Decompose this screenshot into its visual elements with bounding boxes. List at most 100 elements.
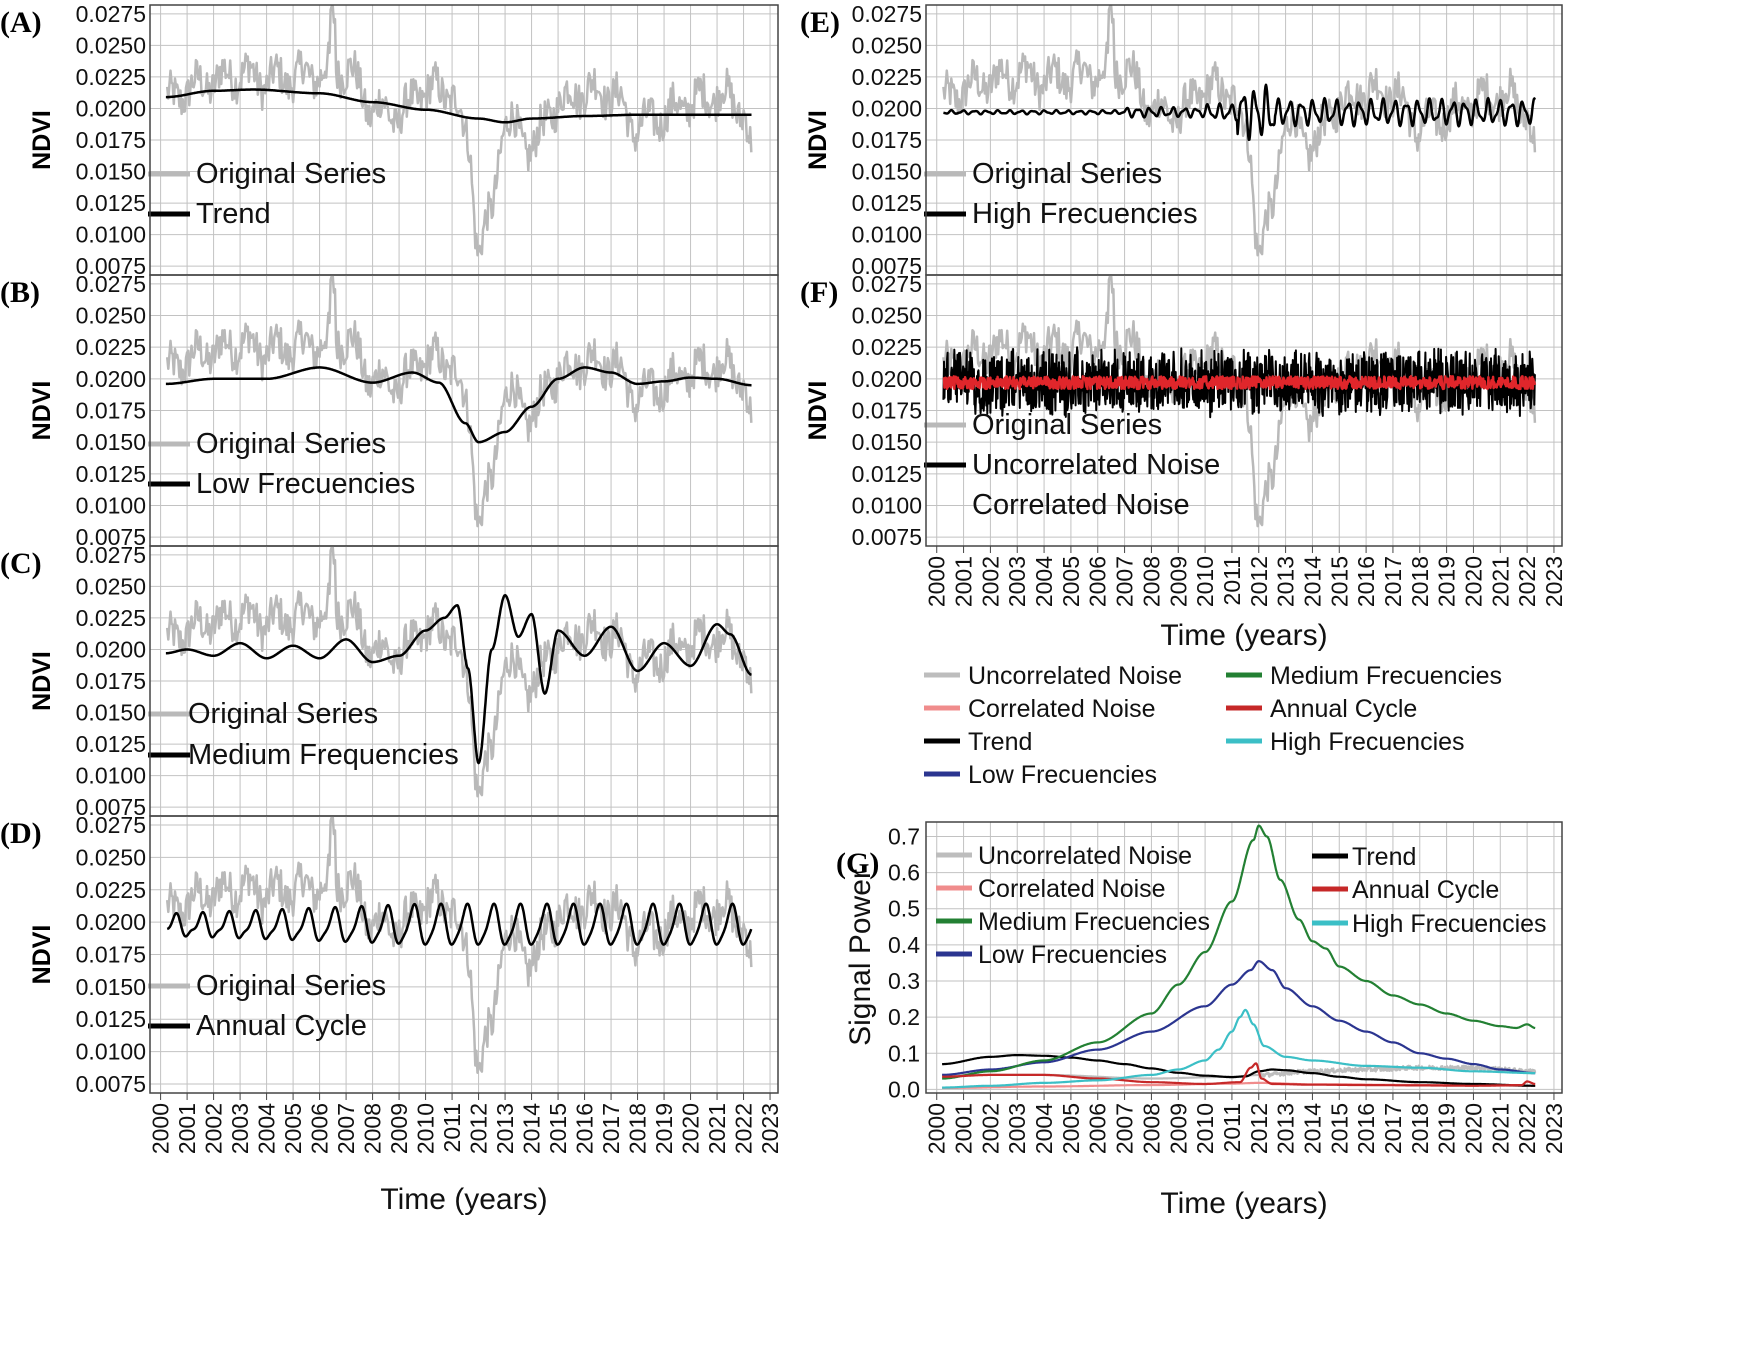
legend-label: Medium Frecuencies [978, 908, 1210, 936]
y-tick-label: 0.0150 [852, 429, 922, 455]
plot-frame [925, 274, 1563, 547]
panel-F: 0.0275 0.0250 0.0225 0.0200 0.0175 0.0150 0.01… [800, 271, 1563, 550]
y-tick-label: 0.1 [888, 1040, 920, 1066]
component-line [165, 88, 753, 124]
y-tick-label: 0.0200 [852, 366, 922, 392]
x-tick-label: 2022 [731, 1103, 757, 1154]
x-axis-label: Time (years) [1160, 1187, 1327, 1220]
x-tick-label: 2023 [757, 1103, 783, 1154]
x-tick-label: 2006 [307, 1103, 333, 1154]
x-tick-label: 2010 [413, 1103, 439, 1154]
y-tick-label: 0.0225 [76, 605, 146, 631]
series-group [942, 5, 1537, 257]
y-tick-label: 0.0 [888, 1076, 920, 1102]
legend-label: High Frecuencies [972, 198, 1198, 230]
original-series-line [165, 5, 753, 257]
x-tick-label: 2022 [1514, 556, 1540, 607]
x-tick-label: 2008 [1138, 556, 1164, 607]
x-axis-label: Time (years) [1160, 619, 1327, 652]
y-tick-label: 0.0125 [76, 731, 146, 757]
legend-label: Original Series [972, 409, 1162, 441]
grid [926, 275, 1562, 546]
x-tick-label: 2008 [1138, 1103, 1164, 1154]
panel-C: 0.0275 0.0250 0.0225 0.0200 0.0175 0.0150 0.01… [0, 542, 779, 820]
x-tick-label: 2002 [977, 1103, 1003, 1154]
y-axis-label: Signal Power [844, 869, 877, 1046]
y-tick-label: 0.0150 [76, 700, 146, 726]
y-tick-label: 0.0150 [852, 159, 922, 185]
x-tick-label: 2016 [1353, 556, 1379, 607]
y-tick-label: 0.4 [888, 932, 920, 958]
series-group [942, 275, 1537, 528]
grid [150, 546, 778, 816]
legend-label: Trend [1352, 843, 1416, 871]
x-tick-label: 2012 [466, 1103, 492, 1154]
x-tick-label: 2007 [1112, 556, 1138, 607]
y-tick-label: 0.0250 [76, 573, 146, 599]
x-tick-label: 2015 [1326, 1103, 1352, 1154]
x-tick-label: 2017 [1380, 1103, 1406, 1154]
component-line [165, 593, 753, 765]
legend-label: Trend [196, 198, 271, 230]
x-tick-label: 2019 [1434, 556, 1460, 607]
y-axis-label: NDVI [28, 925, 56, 985]
x-tick-label: 2014 [519, 1103, 545, 1154]
x-tick-label: 2015 [545, 1103, 571, 1154]
legend-label: Uncorrelated Noise [968, 662, 1182, 690]
x-tick-label: 2006 [1085, 556, 1111, 607]
panel-B: 0.0275 0.0250 0.0225 0.0200 0.0175 0.0150 0.01… [0, 271, 779, 550]
x-axis: 2000 2001 2002 2003 2004 2005 2006 2007 2008 2009… [924, 1093, 1567, 1220]
y-tick-label: 0.0225 [852, 334, 922, 360]
x-tick-label: 2004 [254, 1103, 280, 1154]
y-tick-label: 0.6 [888, 860, 920, 886]
legend-label: Trend [968, 728, 1032, 756]
y-tick-label: 0.0075 [76, 794, 146, 820]
x-tick-label: 2005 [1058, 556, 1084, 607]
y-tick-label: 0.0225 [852, 64, 922, 90]
x-tick-label: 2021 [1487, 556, 1513, 607]
y-tick-label: 0.0175 [76, 668, 146, 694]
x-tick-label: 2009 [1165, 556, 1191, 607]
x-tick-label: 2010 [1192, 556, 1218, 607]
y-tick-label: 0.0175 [76, 942, 146, 968]
y-tick-label: 0.0100 [852, 492, 922, 518]
legend-label: Original Series [972, 158, 1162, 190]
x-tick-label: 2021 [1487, 1103, 1513, 1154]
panel-label: (E) [800, 6, 840, 39]
y-tick-label: 0.0200 [76, 636, 146, 662]
x-tick-label: 2017 [1380, 556, 1406, 607]
x-axis-label: Time (years) [380, 1183, 547, 1216]
series-line [941, 824, 1536, 1080]
grid [150, 275, 778, 546]
x-tick-label: 2003 [1004, 556, 1030, 607]
panel-label: (D) [0, 817, 42, 850]
y-axis-label: NDVI [804, 110, 832, 170]
y-tick-label: 0.0225 [76, 64, 146, 90]
x-tick-label: 2020 [1460, 556, 1486, 607]
x-axis: 2000 2001 2002 2003 2004 2005 2006 2007 2008 2009… [924, 546, 1567, 652]
y-tick-label: 0.0225 [76, 877, 146, 903]
y-tick-label: 0.0250 [76, 32, 146, 58]
y-tick-label: 0.0125 [852, 190, 922, 216]
y-tick-label: 0.0275 [852, 1, 922, 27]
x-tick-label: 2010 [1192, 1103, 1218, 1154]
x-tick-label: 2012 [1246, 556, 1272, 607]
x-tick-label: 2004 [1031, 1103, 1057, 1154]
x-tick-label: 2002 [201, 1103, 227, 1154]
x-tick-label: 2013 [1273, 1103, 1299, 1154]
y-tick-label: 0.0250 [76, 844, 146, 870]
x-tick-label: 2003 [1004, 1103, 1030, 1154]
y-tick-label: 0.0275 [76, 542, 146, 568]
grid [926, 822, 1562, 1093]
legend-label: Original Series [196, 158, 386, 190]
legend-label: Annual Cycle [1270, 695, 1417, 723]
legend-label: Annual Cycle [1352, 876, 1499, 904]
x-tick-label: 2005 [1058, 1103, 1084, 1154]
y-tick-label: 0.0075 [852, 524, 922, 550]
y-tick-label: 0.0100 [76, 1039, 146, 1065]
legend-label: Medium Frecuencies [1270, 662, 1502, 690]
x-tick-label: 2005 [280, 1103, 306, 1154]
x-tick-label: 2009 [1165, 1103, 1191, 1154]
x-tick-label: 2019 [1434, 1103, 1460, 1154]
